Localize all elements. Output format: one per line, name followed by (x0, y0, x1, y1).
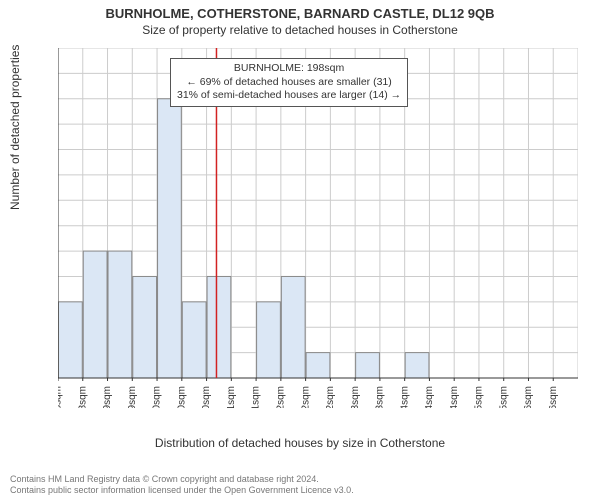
svg-text:476sqm: 476sqm (548, 386, 559, 408)
x-axis-label: Distribution of detached houses by size … (0, 436, 600, 450)
svg-text:394sqm: 394sqm (449, 386, 460, 408)
footer-line-2: Contains public sector information licen… (10, 485, 354, 496)
callout-smaller: ← 69% of detached houses are smaller (31… (177, 76, 401, 90)
svg-text:435sqm: 435sqm (498, 386, 509, 408)
svg-text:211sqm: 211sqm (226, 386, 237, 408)
svg-text:88sqm: 88sqm (77, 386, 88, 408)
svg-text:333sqm: 333sqm (375, 386, 386, 408)
footer-line-1: Contains HM Land Registry data © Crown c… (10, 474, 354, 485)
y-axis-label: Number of detached properties (8, 45, 22, 210)
svg-text:129sqm: 129sqm (127, 386, 138, 408)
svg-text:456sqm: 456sqm (523, 386, 534, 408)
page-subtitle: Size of property relative to detached ho… (0, 21, 600, 37)
svg-text:252sqm: 252sqm (275, 386, 286, 408)
svg-text:231sqm: 231sqm (251, 386, 262, 408)
svg-text:150sqm: 150sqm (152, 386, 163, 408)
svg-text:68sqm: 68sqm (58, 386, 64, 408)
svg-text:190sqm: 190sqm (201, 386, 212, 408)
footer-attribution: Contains HM Land Registry data © Crown c… (10, 474, 354, 497)
svg-text:170sqm: 170sqm (176, 386, 187, 408)
svg-text:313sqm: 313sqm (350, 386, 361, 408)
callout-larger: 31% of semi-detached houses are larger (… (177, 89, 401, 103)
svg-text:292sqm: 292sqm (325, 386, 336, 408)
svg-text:354sqm: 354sqm (399, 386, 410, 408)
callout-box: BURNHOLME: 198sqm ← 69% of detached hous… (170, 58, 408, 107)
svg-text:415sqm: 415sqm (474, 386, 485, 408)
svg-text:272sqm: 272sqm (300, 386, 311, 408)
callout-title: BURNHOLME: 198sqm (177, 62, 401, 76)
svg-text:374sqm: 374sqm (424, 386, 435, 408)
page-title: BURNHOLME, COTHERSTONE, BARNARD CASTLE, … (0, 0, 600, 21)
svg-text:109sqm: 109sqm (102, 386, 113, 408)
